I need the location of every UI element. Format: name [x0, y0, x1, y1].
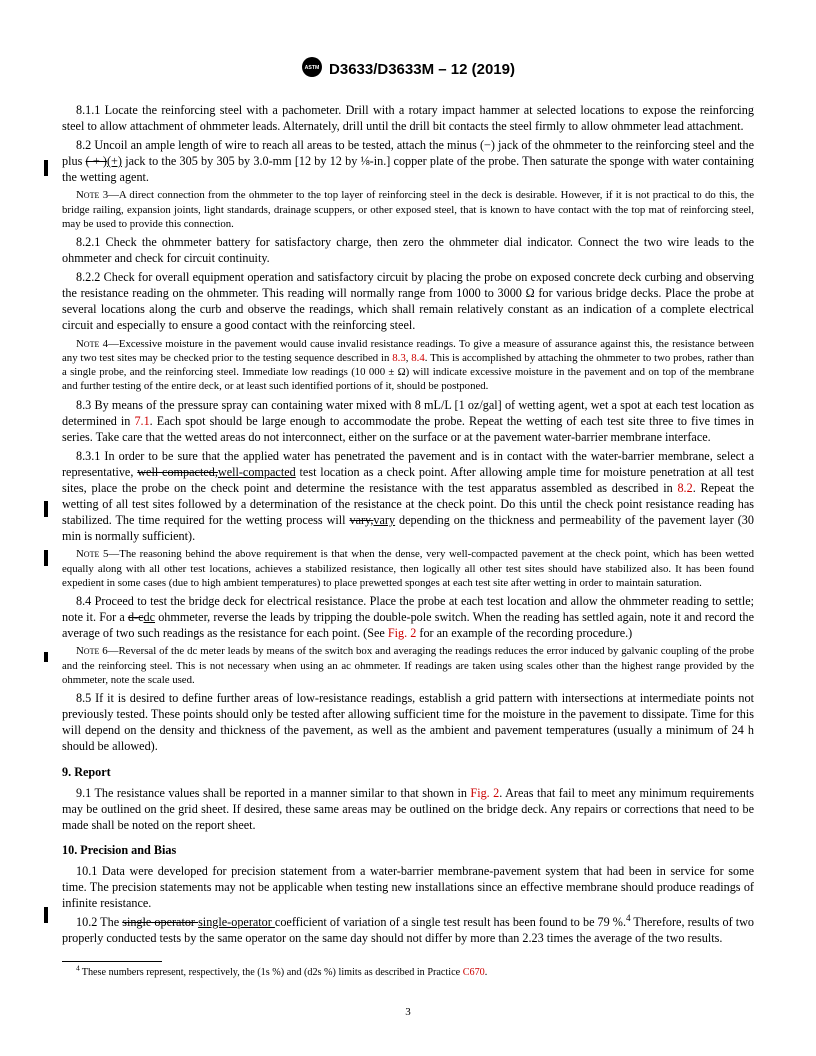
para-8-4: 8.4 Proceed to test the bridge deck for … [62, 593, 754, 641]
para-8-2-1: 8.2.1 Check the ohmmeter battery for sat… [62, 234, 754, 266]
para-8-2-2: 8.2.2 Check for overall equipment operat… [62, 269, 754, 333]
note-label: Note 6— [76, 645, 118, 657]
footnote-rule [62, 961, 162, 962]
cross-ref-link[interactable]: 8.4 [411, 352, 425, 364]
change-bar [44, 501, 48, 517]
para-8-1-1: 8.1.1 Locate the reinforcing steel with … [62, 102, 754, 134]
change-bar [44, 652, 48, 662]
cross-ref-link[interactable]: 8.2 [677, 481, 692, 495]
footnote-text: . [485, 967, 488, 978]
para-9-1: 9.1 The resistance values shall be repor… [62, 785, 754, 833]
footnote-4: 4 These numbers represent, respectively,… [62, 966, 754, 979]
inserted-text: dc [144, 610, 156, 624]
deleted-text: well compacted, [137, 465, 218, 479]
para-10-1: 10.1 Data were developed for precision s… [62, 863, 754, 911]
note-text: The reasoning behind the above requireme… [62, 548, 754, 589]
svg-text:ASTM: ASTM [305, 65, 320, 71]
text: for an example of the recording procedur… [416, 626, 632, 640]
inserted-text: (+) [107, 154, 122, 168]
text: . Each spot should be large enough to ac… [62, 414, 754, 444]
cross-ref-link[interactable]: 7.1 [134, 414, 149, 428]
footnote-text: These numbers represent, respectively, t… [82, 967, 463, 978]
note-label: Note 5— [76, 548, 119, 560]
inserted-text: single-operator [198, 915, 275, 929]
change-bar [44, 907, 48, 923]
para-8-3-1: 8.3.1 In order to be sure that the appli… [62, 448, 754, 545]
change-bar [44, 160, 48, 176]
deleted-text: ( + ) [86, 154, 107, 168]
text: 9.1 The resistance values shall be repor… [76, 786, 470, 800]
note-text: A direct connection from the ohmmeter to… [62, 189, 754, 230]
deleted-text: d-c [128, 610, 144, 624]
text: coefficient of variation of a single tes… [275, 915, 626, 929]
section-heading-10: 10. Precision and Bias [62, 842, 754, 858]
text: jack to the 305 by 305 by 3.0-mm [12 by … [62, 154, 754, 184]
page-number: 3 [0, 1005, 816, 1020]
para-8-3: 8.3 By means of the pressure spray can c… [62, 397, 754, 445]
cross-ref-link[interactable]: Fig. 2 [470, 786, 499, 800]
para-8-5: 8.5 If it is desired to define further a… [62, 690, 754, 754]
section-heading-9: 9. Report [62, 764, 754, 780]
note-6: Note 6—Reversal of the dc meter leads by… [62, 644, 754, 687]
para-10-2: 10.2 The single operator single-operator… [62, 914, 754, 946]
note-text: Reversal of the dc meter leads by means … [62, 645, 754, 686]
note-label: Note 4— [76, 338, 119, 350]
inserted-text: vary [373, 513, 395, 527]
para-8-2: 8.2 Uncoil an ample length of wire to re… [62, 137, 754, 185]
header-title: D3633/D3633M – 12 (2019) [329, 61, 515, 78]
astm-logo-icon: ASTM [301, 56, 323, 84]
deleted-text: single operator [122, 915, 198, 929]
change-bar [44, 550, 48, 566]
cross-ref-link[interactable]: 8.3 [392, 352, 406, 364]
note-5: Note 5—The reasoning behind the above re… [62, 547, 754, 590]
cross-ref-link[interactable]: Fig. 2 [388, 626, 416, 640]
text: 10.2 The [76, 915, 122, 929]
document-header: ASTM D3633/D3633M – 12 (2019) [62, 56, 754, 84]
cross-ref-link[interactable]: C670 [463, 967, 485, 978]
note-label: Note 3— [76, 189, 119, 201]
deleted-text: vary, [350, 513, 374, 527]
inserted-text: well-compacted [218, 465, 296, 479]
note-3: Note 3—A direct connection from the ohmm… [62, 188, 754, 231]
note-4: Note 4—Excessive moisture in the pavemen… [62, 337, 754, 394]
